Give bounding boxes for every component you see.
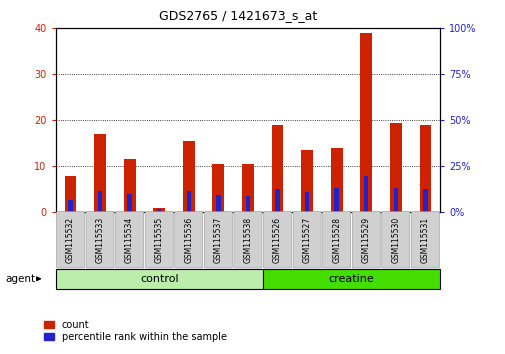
Bar (334, 188, 338, 212)
Bar (275, 189, 279, 212)
Bar (153, 208, 165, 212)
Text: GSM115536: GSM115536 (184, 217, 193, 263)
Text: agent: agent (5, 274, 35, 284)
Bar (157, 209, 161, 212)
Text: creatine: creatine (328, 274, 374, 284)
Bar (186, 191, 190, 212)
Legend: count, percentile rank within the sample: count, percentile rank within the sample (40, 316, 230, 346)
Bar (94, 134, 106, 212)
Text: GSM115538: GSM115538 (243, 217, 252, 263)
Bar (97, 191, 102, 212)
Bar (363, 176, 368, 212)
Text: GSM115527: GSM115527 (302, 217, 311, 263)
Bar (68, 200, 73, 212)
Text: GSM115535: GSM115535 (155, 217, 164, 263)
Text: GSM115531: GSM115531 (420, 217, 429, 263)
Bar (305, 192, 309, 212)
Bar (360, 33, 372, 212)
Text: GSM115534: GSM115534 (125, 217, 134, 263)
Bar (419, 125, 430, 212)
Bar (216, 195, 220, 212)
Bar (241, 164, 254, 212)
Bar (212, 164, 224, 212)
Bar (422, 189, 427, 212)
Text: GDS2765 / 1421673_s_at: GDS2765 / 1421673_s_at (159, 9, 316, 22)
Bar (127, 194, 132, 212)
Text: control: control (139, 274, 178, 284)
Text: GSM115537: GSM115537 (214, 217, 222, 263)
Bar (389, 123, 401, 212)
Bar (123, 159, 135, 212)
Text: GSM115532: GSM115532 (66, 217, 75, 263)
Bar (271, 125, 283, 212)
Text: GSM115533: GSM115533 (95, 217, 105, 263)
Bar (245, 196, 249, 212)
Bar (393, 188, 397, 212)
Bar (182, 141, 194, 212)
Text: GSM115526: GSM115526 (273, 217, 281, 263)
Text: GSM115530: GSM115530 (390, 217, 399, 263)
Bar (330, 148, 342, 212)
Text: GSM115529: GSM115529 (361, 217, 370, 263)
Text: GSM115528: GSM115528 (331, 217, 340, 263)
Bar (300, 150, 313, 212)
Bar (65, 176, 76, 212)
